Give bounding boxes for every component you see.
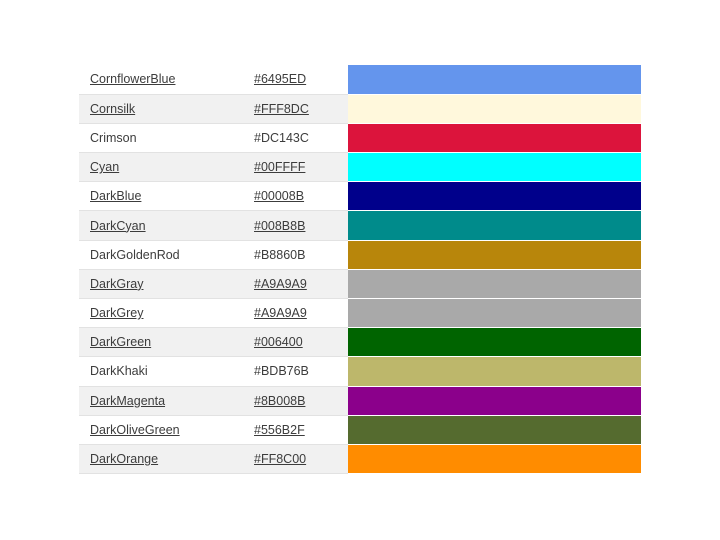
color-hex-link[interactable]: #556B2F <box>254 422 305 437</box>
color-row: Cornsilk #FFF8DC <box>79 94 641 124</box>
color-row: Crimson #DC143C <box>79 123 641 154</box>
color-hex-link[interactable]: #00FFFF <box>254 160 306 175</box>
color-name-cell: Cornsilk <box>79 94 254 124</box>
color-hex-cell: #A9A9A9 <box>254 269 348 300</box>
color-hex-link[interactable]: #A9A9A9 <box>254 276 307 291</box>
color-name-link: DarkGoldenRod <box>90 247 180 262</box>
color-name-link: Crimson <box>90 130 137 145</box>
color-name-link[interactable]: CornflowerBlue <box>90 72 176 87</box>
color-hex-link[interactable]: #A9A9A9 <box>254 306 307 321</box>
color-hex-link: #BDB76B <box>254 364 309 379</box>
color-table: CornflowerBlue #6495ED Cornsilk #FFF8DC Crim… <box>79 65 641 475</box>
color-hex-cell: #6495ED <box>254 65 348 95</box>
color-name-link[interactable]: DarkOliveGreen <box>90 422 180 437</box>
color-swatch <box>348 444 641 475</box>
color-hex-cell: #A9A9A9 <box>254 298 348 329</box>
color-name-cell: DarkOrange <box>79 444 254 475</box>
color-name-cell: DarkMagenta <box>79 386 254 416</box>
color-name-cell: DarkBlue <box>79 181 254 212</box>
color-name-link: DarkKhaki <box>90 364 148 379</box>
color-swatch <box>348 210 641 241</box>
color-swatch <box>348 356 641 387</box>
color-hex-link[interactable]: #00008B <box>254 189 305 204</box>
color-row: DarkGoldenRod #B8860B <box>79 240 641 270</box>
color-name-link[interactable]: DarkGrey <box>90 306 144 321</box>
color-name-cell: CornflowerBlue <box>79 65 254 95</box>
color-name-cell: Cyan <box>79 152 254 183</box>
color-swatch <box>348 94 641 124</box>
color-row: Cyan #00FFFF <box>79 152 641 183</box>
color-row: DarkOliveGreen #556B2F <box>79 415 641 445</box>
color-rows: CornflowerBlue #6495ED Cornsilk #FFF8DC Crim… <box>79 65 641 475</box>
color-hex-cell: #008B8B <box>254 210 348 241</box>
color-swatch <box>348 181 641 212</box>
color-swatch <box>348 65 641 95</box>
color-name-cell: DarkCyan <box>79 210 254 241</box>
color-hex-cell: #DC143C <box>254 123 348 154</box>
color-row: CornflowerBlue #6495ED <box>79 65 641 95</box>
color-hex-link[interactable]: #008B8B <box>254 218 306 233</box>
color-name-link[interactable]: DarkGreen <box>90 335 152 350</box>
color-hex-cell: #BDB76B <box>254 356 348 387</box>
color-swatch <box>348 269 641 300</box>
color-swatch <box>348 123 641 154</box>
color-hex-link[interactable]: #FF8C00 <box>254 452 307 467</box>
color-row: DarkCyan #008B8B <box>79 210 641 241</box>
color-hex-cell: #556B2F <box>254 415 348 445</box>
color-row: DarkOrange #FF8C00 <box>79 444 641 475</box>
color-hex-cell: #00FFFF <box>254 152 348 183</box>
color-row: DarkMagenta #8B008B <box>79 386 641 416</box>
color-name-cell: DarkGoldenRod <box>79 240 254 270</box>
color-hex-cell: #FF8C00 <box>254 444 348 475</box>
color-swatch <box>348 327 641 358</box>
color-hex-link[interactable]: #6495ED <box>254 72 307 87</box>
color-swatch <box>348 298 641 329</box>
color-hex-link: #DC143C <box>254 130 309 145</box>
color-name-link[interactable]: DarkMagenta <box>90 393 166 408</box>
color-name-cell: DarkKhaki <box>79 356 254 387</box>
color-name-link[interactable]: Cyan <box>90 160 120 175</box>
color-hex-link[interactable]: #8B008B <box>254 393 306 408</box>
color-swatch <box>348 240 641 270</box>
color-swatch <box>348 386 641 416</box>
color-hex-cell: #00008B <box>254 181 348 212</box>
color-swatch <box>348 415 641 445</box>
color-name-link[interactable]: DarkCyan <box>90 218 146 233</box>
color-hex-link[interactable]: #006400 <box>254 335 303 350</box>
color-row: DarkBlue #00008B <box>79 181 641 212</box>
color-hex-cell: #B8860B <box>254 240 348 270</box>
color-hex-cell: #FFF8DC <box>254 94 348 124</box>
color-name-cell: DarkOliveGreen <box>79 415 254 445</box>
color-swatch <box>348 152 641 183</box>
color-row: DarkGreen #006400 <box>79 327 641 358</box>
color-row: DarkGrey #A9A9A9 <box>79 298 641 329</box>
color-name-link[interactable]: Cornsilk <box>90 101 136 116</box>
color-name-cell: DarkGreen <box>79 327 254 358</box>
color-name-link[interactable]: DarkBlue <box>90 189 142 204</box>
color-hex-link[interactable]: #FFF8DC <box>254 101 309 116</box>
color-name-cell: Crimson <box>79 123 254 154</box>
color-hex-cell: #8B008B <box>254 386 348 416</box>
color-row: DarkKhaki #BDB76B <box>79 356 641 387</box>
color-name-link[interactable]: DarkOrange <box>90 452 159 467</box>
color-name-cell: DarkGray <box>79 269 254 300</box>
color-hex-cell: #006400 <box>254 327 348 358</box>
color-name-link[interactable]: DarkGray <box>90 276 144 291</box>
color-hex-link: #B8860B <box>254 247 306 262</box>
color-name-cell: DarkGrey <box>79 298 254 329</box>
color-row: DarkGray #A9A9A9 <box>79 269 641 300</box>
